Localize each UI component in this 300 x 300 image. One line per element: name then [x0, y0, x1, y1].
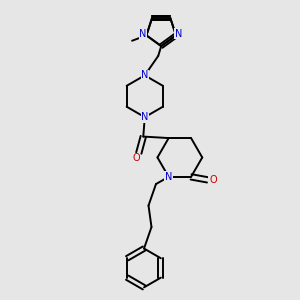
Text: O: O [209, 175, 217, 185]
Text: N: N [141, 70, 148, 80]
Text: N: N [139, 29, 146, 39]
Text: N: N [175, 28, 182, 39]
Text: O: O [132, 153, 140, 164]
Text: N: N [141, 112, 148, 122]
Text: N: N [165, 172, 172, 182]
